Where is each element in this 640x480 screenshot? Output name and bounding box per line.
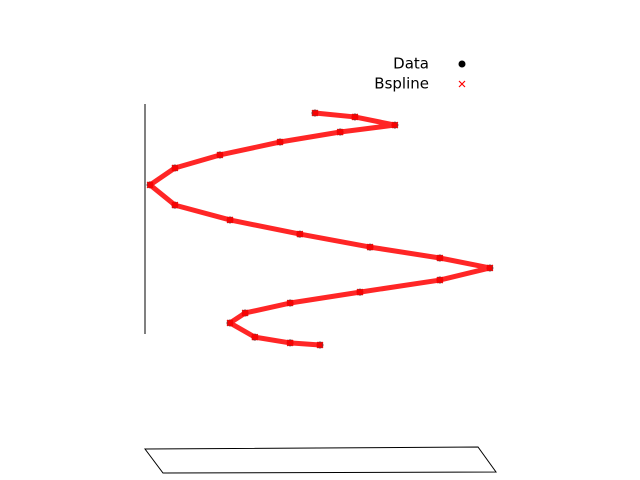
legend-marker xyxy=(458,60,466,68)
bspline-point xyxy=(486,264,494,272)
bspline-point xyxy=(276,138,284,146)
bspline-point xyxy=(311,109,319,117)
bspline-point xyxy=(226,319,234,327)
legend-label: Bspline xyxy=(374,75,429,93)
legend-marker xyxy=(458,80,466,88)
bspline-curve xyxy=(147,110,493,348)
bspline-point xyxy=(171,164,179,172)
bspline-point xyxy=(171,201,179,209)
plot-area xyxy=(146,109,494,349)
bspline-point xyxy=(436,254,444,262)
bspline-point xyxy=(146,181,154,189)
bspline-point xyxy=(336,128,344,136)
floor-pane xyxy=(144,446,497,474)
bspline-point xyxy=(296,230,304,238)
bspline-point xyxy=(366,243,374,251)
bspline-point xyxy=(316,341,324,349)
bspline-point xyxy=(241,309,249,317)
bspline-point xyxy=(286,339,294,347)
bspline-point xyxy=(356,288,364,296)
bspline-point xyxy=(436,276,444,284)
bspline-point xyxy=(216,151,224,159)
legend-label: Data xyxy=(393,55,429,73)
bspline-point xyxy=(391,121,399,129)
bspline-point xyxy=(286,299,294,307)
legend: Data Bspline xyxy=(374,55,466,93)
bspline-point xyxy=(251,333,259,341)
bspline-point xyxy=(226,216,234,224)
bspline-point xyxy=(351,113,359,121)
